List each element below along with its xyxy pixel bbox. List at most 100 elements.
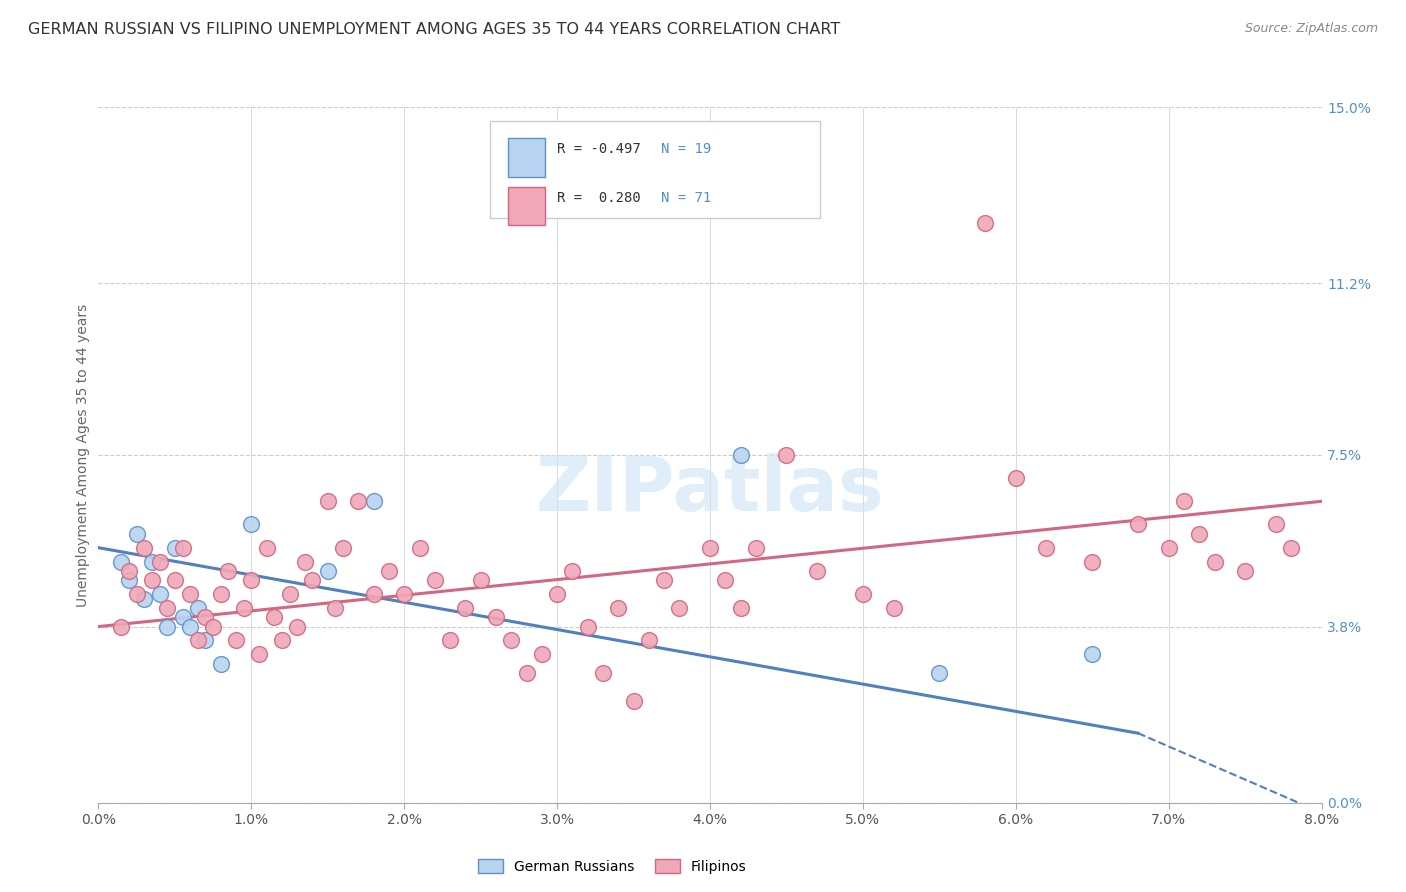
Point bbox=[141, 573, 163, 587]
Text: N = 19: N = 19 bbox=[661, 142, 711, 156]
Point bbox=[172, 541, 194, 555]
Point bbox=[852, 587, 875, 601]
Point bbox=[1279, 541, 1302, 555]
Point bbox=[745, 541, 768, 555]
Point bbox=[187, 633, 209, 648]
Point bbox=[172, 610, 194, 624]
Point bbox=[668, 601, 690, 615]
Legend: German Russians, Filipinos: German Russians, Filipinos bbox=[472, 854, 752, 880]
Point bbox=[110, 619, 132, 633]
Point bbox=[187, 601, 209, 615]
Point bbox=[1004, 471, 1026, 485]
Point bbox=[163, 541, 186, 555]
Point bbox=[546, 587, 568, 601]
Point bbox=[240, 517, 263, 532]
Point bbox=[363, 587, 385, 601]
Point bbox=[316, 564, 339, 578]
Point bbox=[240, 573, 263, 587]
Point bbox=[1264, 517, 1286, 532]
Text: N = 71: N = 71 bbox=[661, 191, 711, 204]
Point bbox=[179, 587, 201, 601]
Point bbox=[714, 573, 737, 587]
Text: GERMAN RUSSIAN VS FILIPINO UNEMPLOYMENT AMONG AGES 35 TO 44 YEARS CORRELATION CH: GERMAN RUSSIAN VS FILIPINO UNEMPLOYMENT … bbox=[28, 22, 841, 37]
FancyBboxPatch shape bbox=[489, 121, 820, 219]
Point bbox=[638, 633, 661, 648]
Point bbox=[1081, 648, 1104, 662]
Point bbox=[194, 633, 217, 648]
Point bbox=[1035, 541, 1057, 555]
Point bbox=[408, 541, 430, 555]
Point bbox=[454, 601, 477, 615]
Point bbox=[1173, 494, 1195, 508]
Point bbox=[332, 541, 354, 555]
Point bbox=[125, 526, 148, 541]
Point bbox=[1234, 564, 1257, 578]
Point bbox=[515, 665, 537, 680]
Point bbox=[775, 448, 797, 462]
Point bbox=[699, 541, 721, 555]
Point bbox=[325, 601, 347, 615]
Point bbox=[217, 564, 239, 578]
Point bbox=[576, 619, 599, 633]
Point bbox=[561, 564, 583, 578]
Point bbox=[347, 494, 370, 508]
Point bbox=[156, 619, 179, 633]
Point bbox=[974, 216, 997, 230]
Point bbox=[149, 587, 172, 601]
Point bbox=[806, 564, 828, 578]
Point bbox=[118, 573, 141, 587]
Point bbox=[730, 448, 752, 462]
Point bbox=[392, 587, 416, 601]
Point bbox=[623, 694, 645, 708]
Point bbox=[232, 601, 254, 615]
Point bbox=[883, 601, 905, 615]
Point bbox=[439, 633, 461, 648]
Text: Source: ZipAtlas.com: Source: ZipAtlas.com bbox=[1244, 22, 1378, 36]
Point bbox=[202, 619, 225, 633]
Point bbox=[1157, 541, 1180, 555]
Point bbox=[652, 573, 675, 587]
Point bbox=[263, 610, 285, 624]
Point bbox=[194, 610, 217, 624]
Point bbox=[209, 657, 232, 671]
Point bbox=[141, 555, 163, 569]
Text: R =  0.280: R = 0.280 bbox=[557, 191, 641, 204]
Point bbox=[225, 633, 247, 648]
Point bbox=[378, 564, 401, 578]
Point bbox=[110, 555, 132, 569]
Point bbox=[209, 587, 232, 601]
Text: ZIPatlas: ZIPatlas bbox=[536, 453, 884, 526]
Text: R = -0.497: R = -0.497 bbox=[557, 142, 641, 156]
Point bbox=[485, 610, 508, 624]
Point bbox=[118, 564, 141, 578]
Point bbox=[156, 601, 179, 615]
Point bbox=[1128, 517, 1150, 532]
Point bbox=[730, 601, 752, 615]
Point bbox=[270, 633, 294, 648]
Point bbox=[316, 494, 339, 508]
Point bbox=[134, 541, 156, 555]
Point bbox=[125, 587, 148, 601]
Bar bbox=[508, 138, 546, 177]
Point bbox=[592, 665, 614, 680]
Point bbox=[301, 573, 323, 587]
Point bbox=[247, 648, 270, 662]
Point bbox=[928, 665, 950, 680]
Y-axis label: Unemployment Among Ages 35 to 44 years: Unemployment Among Ages 35 to 44 years bbox=[76, 303, 90, 607]
Point bbox=[530, 648, 553, 662]
Point bbox=[363, 494, 385, 508]
Bar bbox=[508, 187, 546, 226]
Point bbox=[149, 555, 172, 569]
Point bbox=[470, 573, 492, 587]
Point bbox=[423, 573, 446, 587]
Point bbox=[134, 591, 156, 606]
Point bbox=[294, 555, 316, 569]
Point bbox=[285, 619, 308, 633]
Point bbox=[607, 601, 630, 615]
Point bbox=[179, 619, 201, 633]
Point bbox=[501, 633, 523, 648]
Point bbox=[1081, 555, 1104, 569]
Point bbox=[1188, 526, 1211, 541]
Point bbox=[1204, 555, 1226, 569]
Point bbox=[256, 541, 278, 555]
